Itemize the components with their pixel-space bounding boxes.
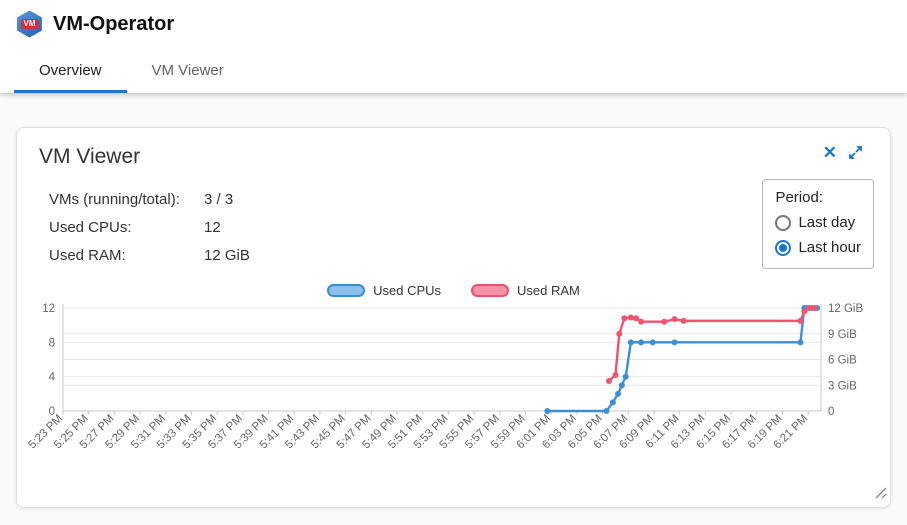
stat-row-ram: Used RAM: 12 GiB — [49, 241, 890, 269]
stats-list: VMs (running/total): 3 / 3 Used CPUs: 12… — [49, 185, 890, 269]
stat-label-ram: Used RAM: — [49, 246, 126, 264]
app-title: VM-Operator — [53, 12, 175, 35]
app-logo-icon: VM — [17, 10, 42, 38]
appbar: VM VM-Operator — [0, 0, 907, 48]
svg-text:6 GiB: 6 GiB — [828, 355, 857, 367]
legend-item-used-cpus[interactable]: Used CPUs — [327, 283, 441, 298]
legend-swatch-used-ram — [471, 284, 510, 297]
legend-swatch-used-cpus — [327, 284, 366, 297]
app-logo-text: VM — [20, 19, 39, 29]
svg-text:0: 0 — [828, 406, 834, 418]
radio-last-hour-label: Last hour — [798, 239, 861, 256]
chart-legend: Used CPUs Used RAM — [17, 283, 890, 298]
svg-text:12: 12 — [42, 303, 55, 315]
radio-last-day[interactable]: Last day — [775, 214, 861, 231]
tab-bar: Overview VM Viewer — [0, 48, 907, 93]
tab-vm-viewer-label: VM Viewer — [151, 62, 224, 79]
content-area: VM Viewer ✕ VMs (running/total): 3 / 3 U… — [0, 93, 907, 508]
radio-last-hour[interactable]: Last hour — [775, 239, 861, 256]
panel-title: VM Viewer — [39, 145, 141, 168]
tab-overview-label: Overview — [39, 62, 102, 79]
svg-text:4: 4 — [49, 372, 56, 384]
app-header: VM VM-Operator Overview VM Viewer — [0, 0, 907, 93]
stat-value-vms: 3 / 3 — [204, 190, 234, 208]
stat-row-vms: VMs (running/total): 3 / 3 — [49, 185, 890, 213]
svg-text:9 GiB: 9 GiB — [828, 329, 857, 341]
vm-viewer-panel: VM Viewer ✕ VMs (running/total): 3 / 3 U… — [16, 127, 891, 508]
stat-label-vms: VMs (running/total): — [49, 190, 180, 208]
stat-value-cpus: 12 — [204, 218, 221, 236]
radio-last-day-icon — [775, 214, 792, 231]
tab-overview[interactable]: Overview — [14, 48, 127, 93]
stat-value-ram: 12 GiB — [204, 246, 250, 264]
period-selector: Period: Last day Last hour — [762, 179, 874, 269]
stat-row-cpus: Used CPUs: 12 — [49, 213, 890, 241]
expand-icon-glyph — [849, 146, 862, 159]
svg-text:12 GiB: 12 GiB — [828, 303, 863, 315]
expand-icon[interactable] — [847, 144, 864, 161]
legend-label-used-cpus: Used CPUs — [373, 283, 442, 298]
radio-last-hour-icon — [775, 239, 792, 256]
radio-last-day-label: Last day — [798, 214, 856, 231]
close-icon[interactable]: ✕ — [822, 143, 837, 162]
legend-label-used-ram: Used RAM — [517, 283, 580, 298]
svg-text:0: 0 — [49, 406, 55, 418]
period-label: Period: — [775, 189, 823, 206]
svg-text:8: 8 — [49, 337, 55, 349]
stat-label-cpus: Used CPUs: — [49, 218, 132, 236]
svg-text:3 GiB: 3 GiB — [828, 380, 857, 392]
panel-actions: ✕ — [823, 144, 864, 161]
resize-handle-icon[interactable] — [873, 485, 887, 504]
tab-vm-viewer[interactable]: VM Viewer — [127, 48, 249, 93]
legend-item-used-ram[interactable]: Used RAM — [471, 283, 580, 298]
